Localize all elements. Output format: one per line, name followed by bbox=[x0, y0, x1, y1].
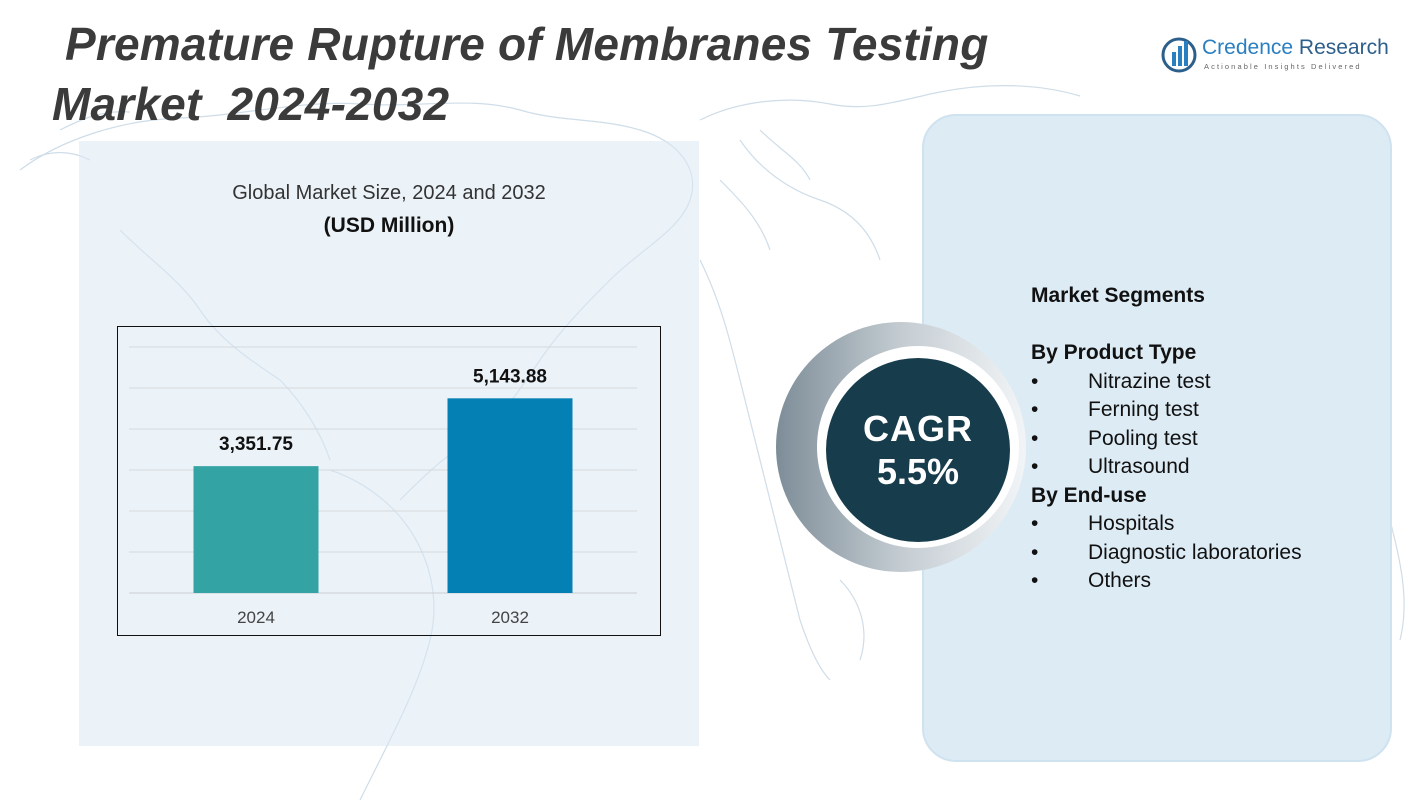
data-label-2032: 5,143.88 bbox=[473, 366, 547, 387]
bullet-icon: • bbox=[1031, 455, 1039, 478]
chart-unit: (USD Million) bbox=[323, 214, 455, 237]
title-line-1: Premature Rupture of Membranes Testing bbox=[52, 18, 989, 70]
list-item: • Diagnostic laboratories bbox=[1031, 539, 1381, 568]
title-line-2: Market 2024-2032 bbox=[52, 78, 450, 130]
segment-item-label: Pooling test bbox=[1088, 426, 1198, 450]
tick-label-2024: 2024 bbox=[237, 608, 275, 627]
segment-item-label: Ultrasound bbox=[1088, 455, 1190, 478]
list-item: • Pooling test bbox=[1031, 425, 1381, 454]
bar-chart-logo-icon bbox=[1161, 37, 1197, 73]
cagr-label: CAGR bbox=[863, 408, 973, 449]
data-label-2024: 3,351.75 bbox=[219, 434, 293, 455]
segment-item-label: Hospitals bbox=[1088, 512, 1175, 535]
market-segments: Market Segments By Product Type • Nitrazi… bbox=[1031, 282, 1381, 596]
page-title: Premature Rupture of Membranes Testing M… bbox=[52, 14, 989, 134]
logo-name-part2: Research bbox=[1293, 36, 1389, 59]
logo-tagline: Actionable Insights Delivered bbox=[1204, 62, 1362, 71]
segments-heading: Market Segments bbox=[1031, 284, 1205, 307]
chart-title: Global Market Size, 2024 and 2032 bbox=[232, 182, 546, 204]
segment-group-title-product-type: By Product Type bbox=[1031, 341, 1197, 364]
bullet-icon: • bbox=[1031, 369, 1039, 393]
bullet-icon: • bbox=[1031, 540, 1039, 564]
credence-research-logo: Credence Research Actionable Insights De… bbox=[1160, 34, 1396, 76]
chart-panel bbox=[79, 141, 699, 746]
segment-item-label: Nitrazine test bbox=[1088, 369, 1211, 393]
chart-frame bbox=[117, 326, 661, 636]
segment-item-label: Diagnostic laboratories bbox=[1088, 540, 1302, 564]
list-item: • Ferning test bbox=[1031, 396, 1381, 425]
cagr-value: 5.5% bbox=[876, 451, 960, 492]
segment-item-label: Ferning test bbox=[1088, 398, 1199, 421]
list-item: • Nitrazine test bbox=[1031, 368, 1381, 397]
bar-2024 bbox=[193, 466, 319, 593]
cagr-badge bbox=[776, 322, 1026, 572]
tick-label-2032: 2032 bbox=[491, 608, 529, 627]
bullet-icon: • bbox=[1031, 512, 1039, 535]
product-type-list: • Nitrazine test • Ferning test • Pooling t… bbox=[1031, 368, 1381, 482]
end-use-list: • Hospitals • Diagnostic laboratories • Oth… bbox=[1031, 510, 1381, 596]
cagr-circle bbox=[826, 358, 1010, 542]
bullet-icon: • bbox=[1031, 426, 1039, 450]
segment-item-label: Others bbox=[1088, 569, 1152, 592]
logo-name-part1: Credence bbox=[1202, 36, 1294, 59]
list-item: • Hospitals bbox=[1031, 510, 1381, 539]
bar-2032 bbox=[447, 398, 573, 593]
market-size-bar-chart: 3,351.75 2024 5,143.88 2032 bbox=[117, 326, 661, 636]
list-item: • Ultrasound bbox=[1031, 453, 1381, 482]
segment-group-title-end-use: By End-use bbox=[1031, 483, 1147, 507]
bullet-icon: • bbox=[1031, 398, 1039, 421]
logo-name: Credence Research bbox=[1202, 36, 1389, 60]
bullet-icon: • bbox=[1031, 569, 1039, 592]
list-item: • Others bbox=[1031, 567, 1381, 596]
